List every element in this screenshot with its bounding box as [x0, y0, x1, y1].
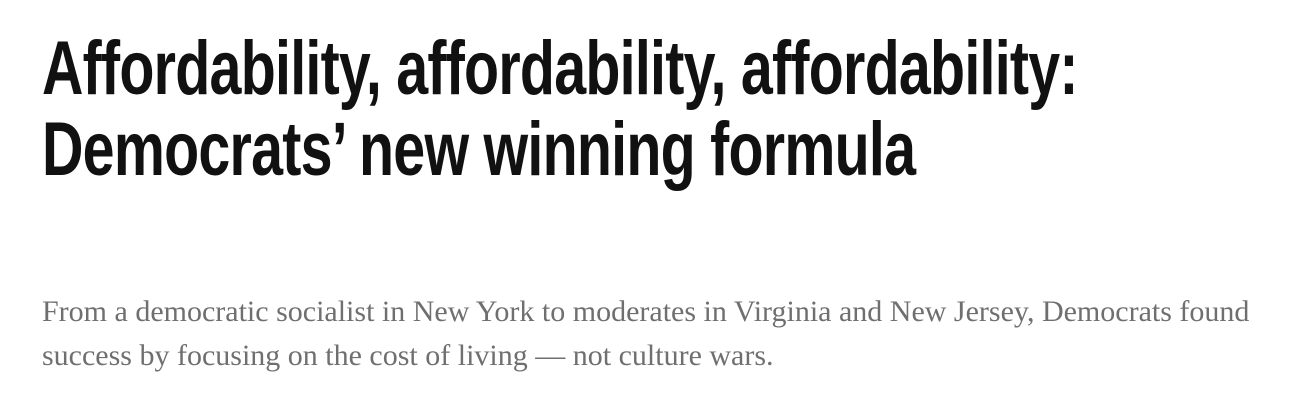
subheadline: From a democratic socialist in New York … — [42, 295, 1250, 372]
headline: Affordability, affordability, affordabil… — [42, 26, 1079, 192]
headline-block: Affordability, affordability, affordabil… — [42, 28, 1282, 190]
